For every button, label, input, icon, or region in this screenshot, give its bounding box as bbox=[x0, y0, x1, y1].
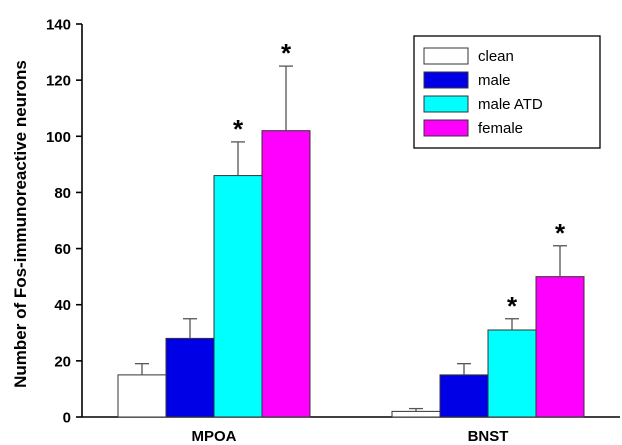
legend-label: male bbox=[478, 72, 511, 89]
legend-swatch bbox=[423, 47, 469, 65]
bar-female-mpoa bbox=[261, 130, 311, 418]
y-tick-label: 120 bbox=[46, 73, 71, 90]
significance-marker: * bbox=[281, 38, 292, 68]
legend-label: male ATD bbox=[478, 96, 543, 113]
y-tick-label: 140 bbox=[46, 17, 71, 34]
y-axis-label: Number of Fos-immunoreactive neurons bbox=[11, 60, 30, 388]
y-tick-label: 60 bbox=[54, 241, 71, 258]
legend-label: clean bbox=[478, 48, 514, 65]
legend-swatch bbox=[423, 95, 469, 113]
legend-label: female bbox=[478, 120, 523, 137]
y-axis-label-group: Number of Fos-immunoreactive neurons bbox=[11, 60, 30, 388]
bars: * * * * bbox=[117, 38, 585, 418]
y-tick-label: 20 bbox=[54, 353, 71, 370]
y-tick-label: 0 bbox=[63, 410, 71, 427]
legend-swatch bbox=[423, 71, 469, 89]
significance-marker: * bbox=[507, 291, 518, 321]
y-tick-label: 100 bbox=[46, 129, 71, 146]
legend: clean male male ATD female bbox=[413, 35, 601, 149]
bar-male-bnst bbox=[439, 374, 489, 418]
bar-clean-mpoa bbox=[117, 374, 167, 418]
x-category-label: MPOA bbox=[192, 428, 237, 445]
bar-male-atd-mpoa bbox=[213, 175, 263, 418]
bar-female-bnst bbox=[535, 276, 585, 418]
y-tick-label: 80 bbox=[54, 185, 71, 202]
legend-swatch bbox=[423, 119, 469, 137]
significance-marker: * bbox=[555, 218, 566, 248]
bar-male-mpoa bbox=[165, 337, 215, 418]
significance-marker: * bbox=[233, 114, 244, 144]
y-tick-label: 40 bbox=[54, 297, 71, 314]
x-category-label: BNST bbox=[468, 428, 509, 445]
bar-male-atd-bnst bbox=[487, 329, 537, 418]
bar-clean-bnst bbox=[391, 410, 441, 418]
